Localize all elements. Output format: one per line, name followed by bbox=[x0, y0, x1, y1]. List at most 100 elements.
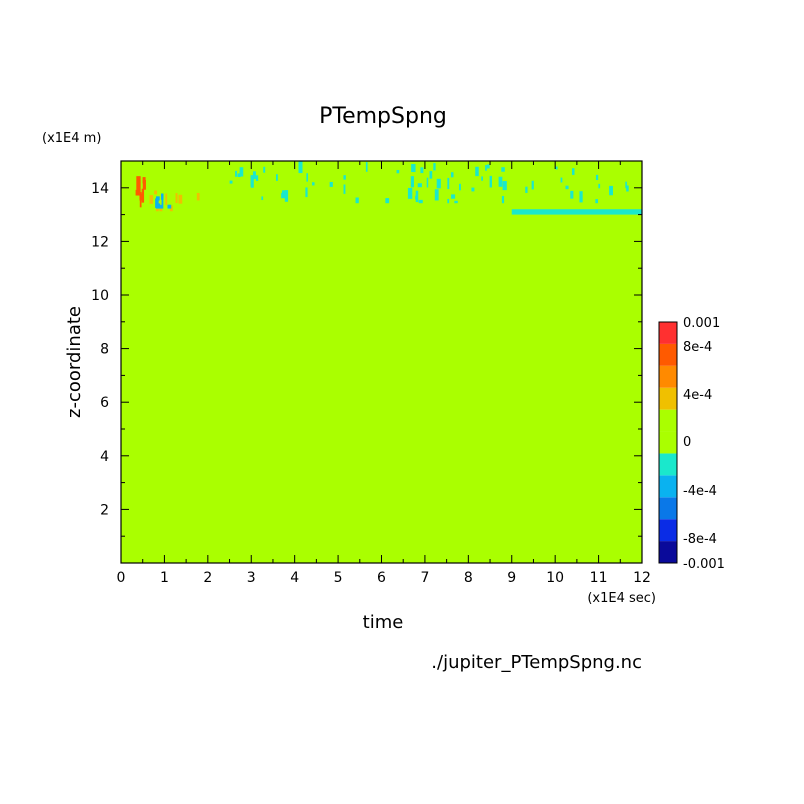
feature-streak bbox=[250, 175, 254, 187]
feature-streak bbox=[626, 185, 629, 192]
feature-streak bbox=[429, 171, 433, 179]
source-file-caption: ./jupiter_PTempSpng.nc bbox=[431, 652, 642, 673]
feature-streak bbox=[598, 183, 601, 189]
feature-streak bbox=[471, 187, 475, 192]
x-tick-label: 1 bbox=[160, 570, 169, 586]
feature-streak bbox=[298, 161, 303, 174]
colorbar-tick-label: -4e-4 bbox=[683, 484, 717, 499]
feature-streak bbox=[571, 168, 575, 175]
colorbar-swatch bbox=[659, 322, 677, 344]
feature-streak bbox=[502, 181, 507, 191]
feature-negative-2 bbox=[155, 193, 172, 209]
feature-streak bbox=[365, 162, 368, 172]
feature-streak bbox=[139, 193, 144, 201]
colorbar-tick-label: 4e-4 bbox=[683, 388, 712, 403]
x-unit-label: (x1E4 sec) bbox=[587, 591, 656, 606]
y-unit-label: (x1E4 m) bbox=[42, 131, 101, 146]
feature-streak bbox=[415, 195, 418, 200]
feature-negative-4 bbox=[511, 209, 642, 215]
feature-streak bbox=[407, 187, 413, 199]
colorbar-tick-label: 8e-4 bbox=[683, 340, 712, 355]
contour-features bbox=[135, 161, 642, 215]
feature-streak bbox=[165, 193, 168, 205]
feature-streak bbox=[156, 205, 158, 209]
y-tick-label: 12 bbox=[91, 234, 109, 250]
feature-streak bbox=[154, 190, 157, 195]
x-tick-label: 3 bbox=[247, 570, 256, 586]
colorbar-swatch bbox=[659, 453, 677, 476]
y-tick-label: 10 bbox=[91, 288, 109, 304]
feature-positive-0 bbox=[135, 176, 146, 208]
feature-streak bbox=[178, 194, 183, 204]
feature-streak bbox=[255, 175, 259, 181]
feature-streak bbox=[135, 189, 140, 196]
feature-streak bbox=[411, 164, 416, 173]
feature-streak bbox=[343, 175, 346, 180]
feature-streak bbox=[426, 177, 429, 188]
colorbar-swatch bbox=[659, 387, 677, 410]
plot-area bbox=[121, 161, 642, 563]
feature-streak bbox=[609, 185, 613, 196]
feature-streak bbox=[447, 198, 450, 204]
colorbar-tick-label: -8e-4 bbox=[683, 532, 717, 547]
colorbar: 0.001 8e-4 4e-4 0 -4e-4 -8e-4 -0.001 bbox=[658, 316, 725, 572]
feature-streak bbox=[501, 167, 505, 172]
feature-streak bbox=[454, 200, 458, 204]
feature-streak bbox=[261, 196, 264, 201]
feature-streak bbox=[489, 175, 492, 188]
x-tick-label: 9 bbox=[507, 570, 516, 586]
feature-streak bbox=[486, 164, 490, 169]
feature-streak bbox=[161, 193, 164, 200]
chart-title: PTempSpng bbox=[319, 104, 447, 129]
feature-streak bbox=[481, 176, 483, 181]
feature-streak bbox=[306, 173, 308, 182]
feature-streak bbox=[235, 170, 237, 177]
feature-positive-1 bbox=[149, 190, 200, 212]
feature-streak bbox=[281, 192, 286, 199]
feature-streak bbox=[282, 190, 287, 194]
feature-streak bbox=[570, 190, 574, 199]
y-tick-label: 2 bbox=[100, 502, 109, 518]
feature-streak bbox=[475, 166, 479, 177]
feature-streak bbox=[239, 167, 244, 177]
x-tick-label: 8 bbox=[464, 570, 473, 586]
feature-streak bbox=[355, 197, 359, 204]
feature-streak bbox=[161, 199, 164, 209]
feature-streak bbox=[385, 198, 390, 204]
y-tick-label: 6 bbox=[100, 395, 109, 411]
y-axis-label: z-coordinate bbox=[64, 306, 85, 418]
feature-streak bbox=[565, 185, 569, 190]
x-tick-label: 12 bbox=[633, 570, 651, 586]
feature-streak bbox=[155, 208, 159, 212]
feature-streak bbox=[136, 176, 141, 193]
feature-streak bbox=[263, 166, 266, 173]
y-tick-label: 14 bbox=[91, 181, 109, 197]
feature-streak bbox=[305, 187, 308, 198]
feature-streak bbox=[625, 181, 627, 189]
x-tick-label: 0 bbox=[117, 570, 126, 586]
feature-streak bbox=[417, 183, 422, 188]
colorbar-swatch bbox=[659, 519, 677, 542]
feature-streak bbox=[451, 194, 456, 199]
feature-streak bbox=[459, 183, 461, 191]
feature-streak bbox=[237, 173, 241, 178]
x-tick-label: 4 bbox=[290, 570, 299, 586]
colorbar-frame bbox=[658, 321, 678, 564]
feature-streak bbox=[142, 179, 146, 190]
x-tick-label: 10 bbox=[546, 570, 564, 586]
feature-band bbox=[511, 209, 642, 215]
colorbar-tick-label: 0.001 bbox=[683, 316, 720, 331]
feature-streak bbox=[595, 199, 598, 204]
feature-streak bbox=[450, 172, 454, 178]
feature-streak bbox=[196, 192, 200, 201]
feature-streak bbox=[410, 176, 414, 188]
feature-streak bbox=[396, 169, 400, 174]
feature-streak bbox=[579, 191, 583, 203]
feature-streak bbox=[434, 189, 439, 201]
feature-streak bbox=[525, 186, 528, 193]
colorbar-swatch bbox=[659, 475, 677, 498]
feature-streak bbox=[155, 196, 160, 201]
heatmap-background bbox=[121, 161, 642, 563]
feature-streak bbox=[418, 199, 423, 204]
